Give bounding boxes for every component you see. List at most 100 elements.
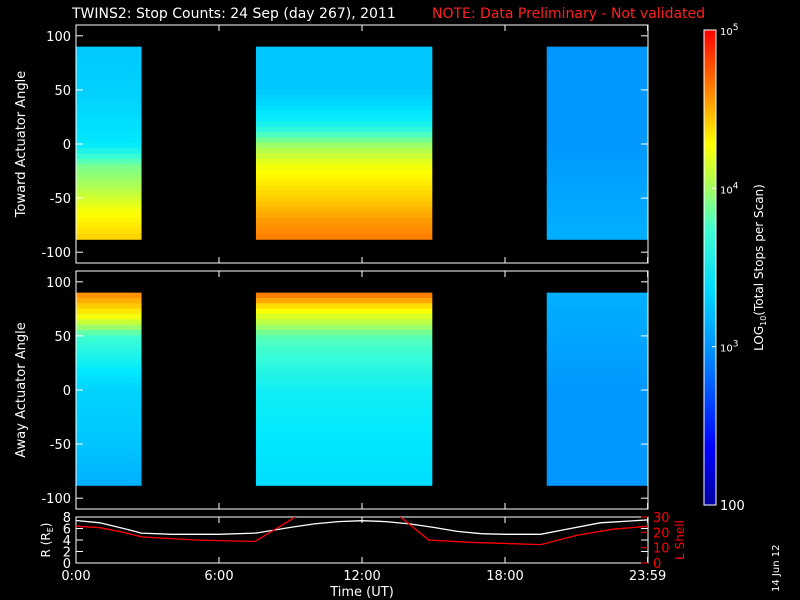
- heatmap-1-cell: [76, 399, 142, 406]
- heatmap-0-cell: [546, 105, 648, 112]
- heatmap-1-cell: [255, 437, 433, 444]
- heatmap-0-cell: [255, 142, 433, 149]
- heatmap-0-cell: [255, 121, 433, 128]
- heatmap-1-cell: [76, 346, 142, 353]
- preliminary-note: NOTE: Data Preliminary - Not validated: [432, 6, 706, 22]
- heatmap-0-cell: [255, 153, 433, 160]
- colorbar-label-sub: 10: [759, 316, 768, 326]
- heatmap-1-cell: [546, 292, 648, 299]
- heatmap-0-cell: [76, 100, 142, 107]
- heatmap-1-cell: [546, 372, 648, 379]
- heatmap-0-cell: [76, 110, 142, 117]
- heatmap-1-cell: [255, 463, 433, 470]
- heatmap-1-cell: [546, 410, 648, 417]
- heatmap-0-cell: [76, 57, 142, 64]
- heatmap-0-cell: [546, 89, 648, 96]
- heatmap-0-cell: [76, 121, 142, 128]
- heatmap-0-cell: [546, 78, 648, 85]
- heatmap-1-cell: [546, 431, 648, 438]
- heatmap-1-cell: [255, 404, 433, 411]
- heatmap-1-cell: [255, 388, 433, 395]
- heatmap-1-cell: [546, 437, 648, 444]
- xtick-label: 0:00: [61, 569, 90, 584]
- heatmap-0-cell: [546, 73, 648, 80]
- panel-1-ytick-label: -50: [50, 438, 71, 453]
- heatmap-0-cell: [255, 196, 433, 203]
- heatmap-1-cell: [255, 297, 433, 304]
- heatmap-1-cell: [255, 474, 433, 481]
- heatmap-1-cell: [255, 431, 433, 438]
- panel-1-ytick-label: 100: [46, 276, 71, 291]
- heatmap-0-cell: [546, 180, 648, 187]
- heatmap-1-cell: [76, 458, 142, 465]
- heatmap-0-cell: [546, 51, 648, 58]
- heatmap-1-cell: [546, 351, 648, 358]
- heatmap-0-cell: [255, 233, 433, 240]
- heatmap-1: [76, 292, 648, 486]
- heatmap-0-cell: [255, 212, 433, 219]
- heatmap-1-cell: [546, 394, 648, 401]
- heatmap-0: [76, 46, 648, 240]
- heatmap-0-cell: [255, 89, 433, 96]
- heatmap-1-cell: [76, 394, 142, 401]
- heatmap-0-cell: [76, 223, 142, 230]
- heatmap-0-cell: [546, 94, 648, 101]
- heatmap-1-cell: [546, 404, 648, 411]
- heatmap-0-cell: [255, 94, 433, 101]
- heatmap-1-cell: [255, 458, 433, 465]
- colorbar-tick-label: 100: [720, 499, 745, 514]
- heatmap-1-cell: [546, 378, 648, 385]
- heatmap-1-cell: [546, 324, 648, 331]
- heatmap-0-cell: [76, 142, 142, 149]
- colorbar-gradient: [703, 29, 717, 506]
- heatmap-1-cell: [76, 383, 142, 390]
- panel-2-ytick-right-label: 30: [653, 511, 670, 526]
- heatmap-1-cell: [546, 330, 648, 337]
- heatmap-1-cell: [76, 372, 142, 379]
- heatmap-1-cell: [255, 324, 433, 331]
- heatmap-0-cell: [255, 116, 433, 123]
- heatmap-1-cell: [255, 394, 433, 401]
- r-distance-line: [76, 519, 648, 535]
- heatmap-0-cell: [255, 46, 433, 53]
- heatmap-0-cell: [546, 148, 648, 155]
- heatmap-1-cell: [255, 453, 433, 460]
- heatmap-0-cell: [255, 185, 433, 192]
- heatmap-0-cell: [76, 46, 142, 53]
- heatmap-0-cell: [76, 105, 142, 112]
- heatmap-1-cell: [76, 421, 142, 427]
- heatmap-1-cell: [255, 479, 433, 486]
- heatmap-0-cell: [255, 78, 433, 85]
- heatmap-0-cell: [546, 217, 648, 224]
- heatmap-0-cell: [546, 175, 648, 181]
- panel-1-ytick-label: 0: [63, 384, 71, 399]
- panel-2-ytick-right-label: 10: [653, 542, 670, 557]
- panel-2-ytick-label: 4: [63, 534, 71, 549]
- heatmap-0-cell: [546, 201, 648, 208]
- panel-1-ylabel: Away Actuator Angle: [14, 322, 29, 457]
- heatmap-1-cell: [255, 346, 433, 353]
- heatmap-1-cell: [76, 388, 142, 395]
- heatmap-0-cell: [255, 175, 433, 181]
- heatmap-1-cell: [76, 367, 142, 374]
- heatmap-1-cell: [255, 410, 433, 417]
- heatmap-1-cell: [255, 330, 433, 337]
- heatmap-0-cell: [76, 201, 142, 208]
- heatmap-1-cell: [546, 469, 648, 476]
- heatmap-1-cell: [546, 458, 648, 465]
- heatmap-0-cell: [546, 68, 648, 74]
- heatmap-1-cell: [76, 351, 142, 358]
- l-shell-line: [76, 517, 648, 546]
- heatmap-1-cell: [546, 319, 648, 326]
- heatmap-0-cell: [76, 153, 142, 160]
- heatmap-1-cell: [76, 319, 142, 326]
- generation-date: 14 Jun 12: [771, 544, 782, 592]
- heatmap-0-cell: [255, 223, 433, 230]
- heatmap-1-cell: [546, 346, 648, 353]
- heatmap-1-cell: [76, 426, 142, 433]
- heatmap-1-cell: [255, 421, 433, 427]
- heatmap-1-cell: [546, 362, 648, 369]
- colorbar-tick-exp: 5: [733, 23, 739, 33]
- colorbar-label: LOG10(Total Stops per Scan): [752, 184, 768, 351]
- heatmap-1-cell: [255, 362, 433, 369]
